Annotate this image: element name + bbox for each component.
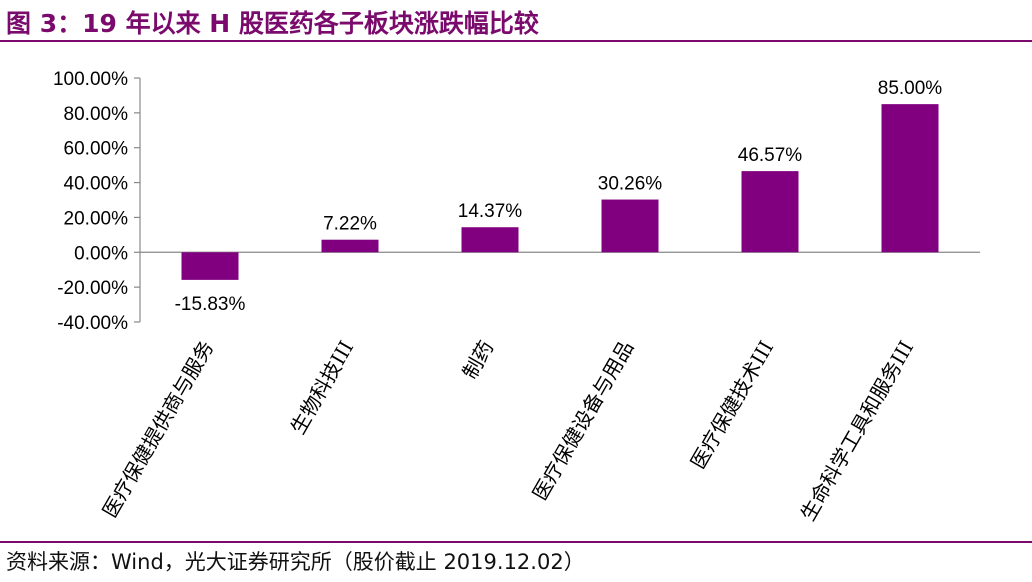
chart-bars bbox=[181, 104, 939, 280]
y-tick-label: 100.00% bbox=[53, 69, 128, 90]
chart-value-labels: -15.83% 7.22% 14.37% 30.26% 46.57% 85.00% bbox=[175, 78, 943, 315]
data-label: 30.26% bbox=[598, 174, 663, 195]
data-label: 85.00% bbox=[878, 78, 943, 99]
data-label: 7.22% bbox=[323, 214, 377, 235]
x-tick-label: 医疗保健提供商与服务 bbox=[98, 337, 219, 522]
y-tick-label: -40.00% bbox=[57, 313, 128, 334]
x-tick-label: 医疗保健设备与用品 bbox=[528, 337, 639, 505]
footer-divider bbox=[0, 541, 1032, 543]
data-label: 46.57% bbox=[738, 145, 803, 166]
source-note: 资料来源：Wind，光大证券研究所（股价截止 2019.12.02） bbox=[6, 550, 585, 574]
y-tick-label: -20.00% bbox=[57, 278, 128, 299]
x-tick-label: 制药 bbox=[458, 337, 499, 384]
chart-axes: 100.00% 80.00% 60.00% 40.00% 20.00% 0.00% -20.… bbox=[53, 69, 980, 334]
y-tick-label: 40.00% bbox=[64, 174, 129, 195]
bar bbox=[181, 252, 239, 280]
y-tick-label: 60.00% bbox=[64, 139, 129, 160]
y-tick-label: 0.00% bbox=[74, 243, 128, 264]
bar bbox=[601, 199, 659, 253]
bar-chart: 100.00% 80.00% 60.00% 40.00% 20.00% 0.00% -20.… bbox=[53, 69, 980, 525]
bar bbox=[461, 227, 519, 253]
y-tick-label: 20.00% bbox=[64, 208, 129, 229]
title-divider bbox=[0, 40, 1032, 42]
figure-title: 图 3：19 年以来 H 股医药各子板块涨跌幅比较 bbox=[6, 9, 539, 38]
x-tick-label: 生物科技III bbox=[286, 337, 359, 439]
chart-category-labels: 医疗保健提供商与服务 生物科技III 制药 医疗保健设备与用品 医疗保健技术III 生命科… bbox=[98, 337, 919, 525]
bar bbox=[321, 239, 379, 253]
data-label: -15.83% bbox=[175, 294, 246, 315]
y-tick-label: 80.00% bbox=[64, 104, 129, 125]
x-tick-label: 医疗保健技术III bbox=[686, 337, 779, 473]
bar bbox=[881, 104, 939, 253]
x-tick-label: 生命科学工具和服务III bbox=[796, 337, 919, 525]
bar bbox=[741, 171, 799, 253]
data-label: 14.37% bbox=[458, 201, 523, 222]
